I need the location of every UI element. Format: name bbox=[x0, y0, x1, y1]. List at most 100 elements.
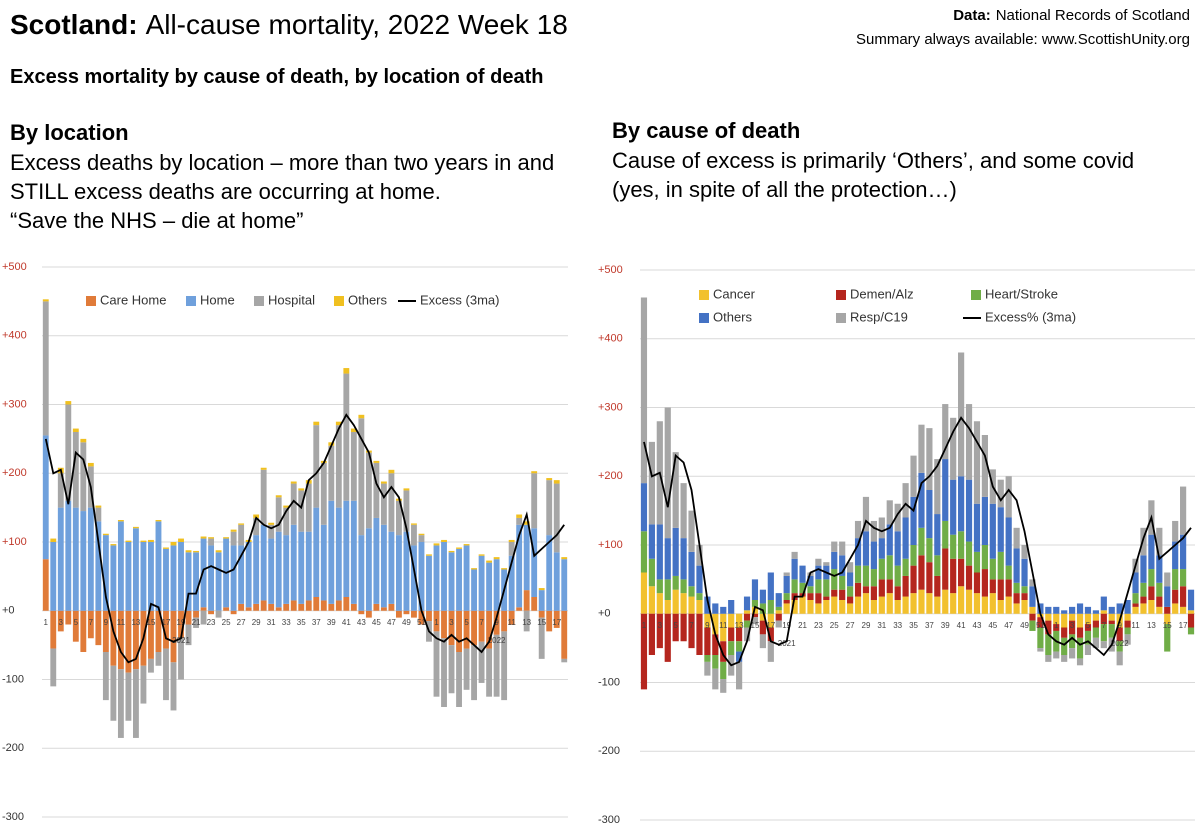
bar-segment bbox=[1021, 586, 1028, 594]
bar-segment bbox=[395, 610, 402, 618]
section-line: (yes, in spite of all the protection…) bbox=[612, 177, 957, 202]
bar-segment bbox=[997, 579, 1004, 600]
bar-segment bbox=[688, 596, 695, 614]
bar-segment bbox=[696, 593, 703, 600]
bar-segment bbox=[854, 582, 862, 597]
y-tick-label: +500 bbox=[598, 264, 623, 276]
bar-segment bbox=[886, 500, 893, 525]
bar-segment bbox=[997, 479, 1004, 508]
bar-segment bbox=[298, 488, 305, 491]
bar-segment bbox=[223, 537, 230, 539]
bar-segment bbox=[148, 542, 154, 611]
bar-segment bbox=[102, 535, 109, 611]
bar-segment bbox=[193, 610, 199, 618]
bar-segment bbox=[95, 505, 102, 508]
bar-segment bbox=[1037, 603, 1044, 614]
bar-segment bbox=[902, 575, 909, 597]
legend-swatch bbox=[254, 296, 264, 306]
bar-segment bbox=[712, 603, 719, 614]
bar-segment bbox=[696, 545, 703, 566]
bar-segment bbox=[178, 638, 184, 680]
bar-segment bbox=[1013, 548, 1020, 583]
title-text: All-cause mortality, 2022 Week 18 bbox=[146, 9, 568, 40]
bar-segment bbox=[775, 613, 782, 621]
x-tick-label: 3 bbox=[658, 621, 663, 630]
bar-segment bbox=[125, 610, 132, 673]
bar-segment bbox=[335, 421, 342, 426]
bar-segment bbox=[260, 467, 267, 470]
year-label: 2022 bbox=[488, 636, 506, 645]
bar-segment bbox=[878, 558, 885, 580]
bar-segment bbox=[72, 432, 79, 508]
bar-segment bbox=[508, 555, 515, 611]
y-tick-label: +200 bbox=[2, 467, 27, 479]
bar-segment bbox=[102, 533, 109, 536]
bar-segment bbox=[80, 442, 87, 512]
bar-segment bbox=[942, 404, 949, 460]
bar-segment bbox=[815, 565, 822, 580]
bar-segment bbox=[305, 531, 312, 601]
x-tick-label: 33 bbox=[282, 618, 291, 627]
x-tick-label: 47 bbox=[387, 618, 396, 627]
bar-segment bbox=[680, 593, 687, 614]
bar-segment bbox=[965, 404, 973, 480]
bar-segment bbox=[441, 539, 447, 542]
bar-segment bbox=[523, 610, 530, 632]
bar-segment bbox=[42, 559, 49, 611]
bar-segment bbox=[942, 589, 949, 614]
bar-segment bbox=[546, 610, 553, 632]
bar-segment bbox=[854, 520, 862, 539]
bar-segment bbox=[1084, 613, 1092, 625]
bar-segment bbox=[902, 558, 909, 576]
x-tick-label: 31 bbox=[877, 621, 886, 630]
bar-segment bbox=[736, 661, 743, 690]
bar-segment bbox=[1164, 624, 1171, 652]
bar-segment bbox=[1132, 603, 1139, 607]
x-tick-label: 7 bbox=[689, 621, 694, 630]
bar-segment bbox=[823, 596, 830, 600]
bar-segment bbox=[759, 603, 766, 614]
x-tick-label: 19 bbox=[782, 621, 791, 630]
bar-segment bbox=[926, 562, 933, 594]
bar-segment bbox=[1172, 589, 1179, 604]
bar-segment bbox=[328, 445, 335, 501]
bar-segment bbox=[839, 600, 846, 614]
bar-segment bbox=[775, 593, 782, 607]
legend-label: Excess% (3ma) bbox=[985, 309, 1076, 324]
legend-swatch bbox=[334, 296, 344, 306]
bar-segment bbox=[823, 562, 830, 566]
bar-segment bbox=[358, 610, 365, 615]
bar-segment bbox=[80, 610, 87, 652]
bar-segment bbox=[815, 603, 822, 614]
bar-segment bbox=[42, 435, 49, 560]
bar-segment bbox=[463, 648, 470, 690]
bar-segment bbox=[193, 550, 199, 553]
bar-segment bbox=[253, 517, 260, 536]
bar-segment bbox=[1156, 596, 1163, 607]
bar-segment bbox=[1029, 606, 1036, 614]
bar-segment bbox=[1069, 648, 1076, 659]
x-tick-label: 31 bbox=[267, 618, 276, 627]
bar-segment bbox=[283, 535, 290, 604]
bar-segment bbox=[65, 500, 72, 611]
legend-label: Demen/Alz bbox=[850, 286, 914, 301]
bar-segment bbox=[343, 368, 350, 374]
bar-segment bbox=[958, 531, 965, 559]
bar-segment bbox=[290, 481, 297, 484]
bar-segment bbox=[313, 507, 320, 597]
bar-segment bbox=[973, 421, 981, 504]
bar-segment bbox=[712, 655, 719, 669]
bar-segment bbox=[260, 600, 267, 611]
bar-segment bbox=[57, 473, 64, 508]
y-tick-label: +0 bbox=[2, 605, 15, 617]
bar-segment bbox=[471, 645, 478, 701]
bar-segment bbox=[1164, 613, 1171, 625]
bar-segment bbox=[1124, 634, 1131, 645]
bar-segment bbox=[973, 593, 981, 614]
bar-segment bbox=[117, 521, 124, 611]
y-tick-label: -300 bbox=[2, 811, 24, 823]
x-tick-label: 17 bbox=[1179, 621, 1188, 630]
bar-segment bbox=[767, 613, 774, 628]
bar-segment bbox=[680, 538, 687, 580]
bar-segment bbox=[140, 665, 147, 704]
